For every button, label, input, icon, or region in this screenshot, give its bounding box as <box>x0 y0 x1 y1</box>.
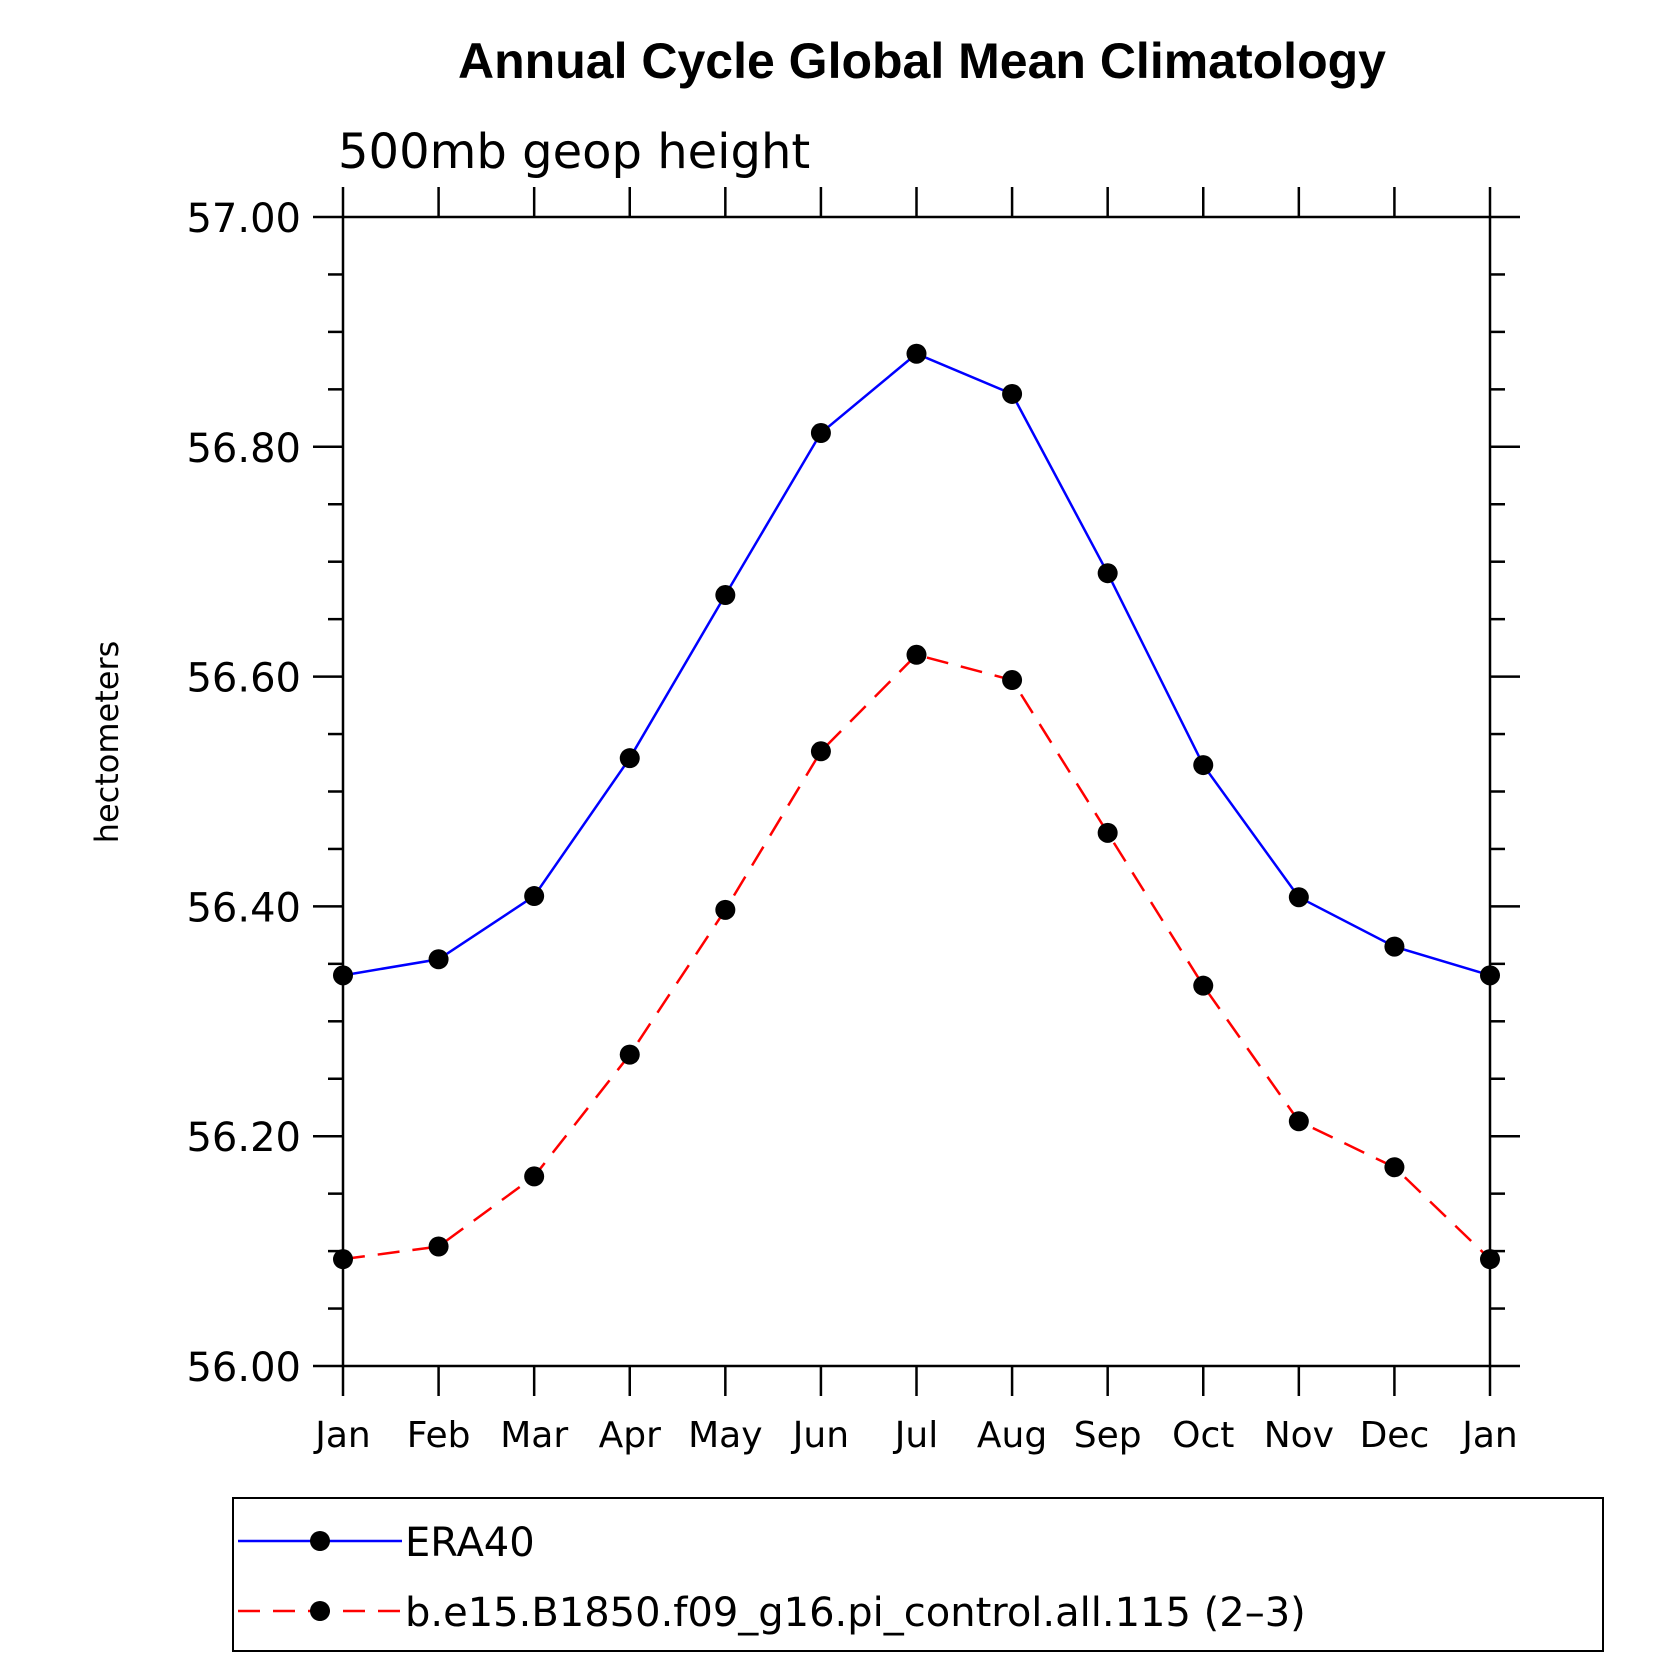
x-tick-label: Dec <box>1360 1415 1430 1456</box>
x-tick-label: Sep <box>1074 1415 1142 1456</box>
y-tick-label: 56.40 <box>186 885 301 931</box>
y-tick-label: 56.00 <box>186 1345 301 1391</box>
x-tick-label: Aug <box>977 1415 1047 1456</box>
data-point <box>715 585 736 606</box>
chart-title: Annual Cycle Global Mean Climatology <box>458 33 1386 89</box>
x-tick-label: Apr <box>599 1415 661 1456</box>
data-point <box>1193 755 1214 776</box>
x-tick-label: Mar <box>500 1415 568 1456</box>
x-tick-label: Jan <box>313 1415 371 1456</box>
data-point <box>810 423 831 444</box>
y-tick-labels: 56.00 56.20 56.40 56.60 56.80 57.00 <box>186 196 301 1391</box>
data-point <box>1097 563 1118 584</box>
data-point <box>715 899 736 920</box>
x-tick-label: May <box>688 1415 762 1456</box>
x-tick-label: Oct <box>1172 1415 1234 1456</box>
chart-subtitle: 500mb geop height <box>338 124 810 180</box>
data-point <box>810 741 831 762</box>
y-tick-label: 56.20 <box>186 1115 301 1161</box>
legend-marker-1 <box>310 1531 330 1551</box>
data-point <box>619 748 640 769</box>
y-tick-label: 56.80 <box>186 426 301 472</box>
data-point <box>524 886 545 907</box>
data-point <box>1002 670 1023 691</box>
data-point <box>1288 887 1309 908</box>
y-tick-label: 57.00 <box>186 196 301 242</box>
series-line-2 <box>342 653 1491 1261</box>
data-point <box>428 949 449 970</box>
plot-frame <box>341 215 1492 1368</box>
data-point <box>524 1166 545 1187</box>
y-tick-label: 56.60 <box>186 656 301 702</box>
x-tick-labels: Jan Feb Mar Apr May Jun Jul Aug Sep Oct Nov Dec Jan <box>313 1415 1518 1456</box>
data-point <box>906 644 927 665</box>
legend-box <box>232 1497 1604 1652</box>
legend-marker-2 <box>310 1601 330 1621</box>
data-point <box>1384 1157 1405 1178</box>
legend-label-2: b.e15.B1850.f09_g16.pi_control.all.115 (… <box>405 1590 1306 1636</box>
legend-label-1: ERA40 <box>405 1520 535 1566</box>
x-tick-label: Nov <box>1264 1415 1334 1456</box>
data-point <box>1288 1111 1309 1132</box>
axis-ticks <box>313 187 1520 1396</box>
series-lines <box>333 343 1500 1270</box>
data-point <box>428 1236 449 1257</box>
data-point <box>1193 975 1214 996</box>
data-point <box>1097 822 1118 843</box>
x-tick-label: Feb <box>407 1415 471 1456</box>
x-tick-label: Jan <box>1460 1415 1518 1456</box>
legend-items: ERA40 b.e15.B1850.f09_g16.pi_control.all.… <box>238 1520 1306 1636</box>
y-axis-label: hectometers <box>88 641 126 844</box>
x-tick-label: Jul <box>893 1415 938 1456</box>
data-point <box>906 343 927 364</box>
data-point <box>1002 383 1023 404</box>
x-tick-label: Jun <box>791 1415 849 1456</box>
legend: ERA40 b.e15.B1850.f09_g16.pi_control.all.… <box>232 1497 1604 1652</box>
data-point <box>1384 936 1405 957</box>
data-point <box>619 1044 640 1065</box>
